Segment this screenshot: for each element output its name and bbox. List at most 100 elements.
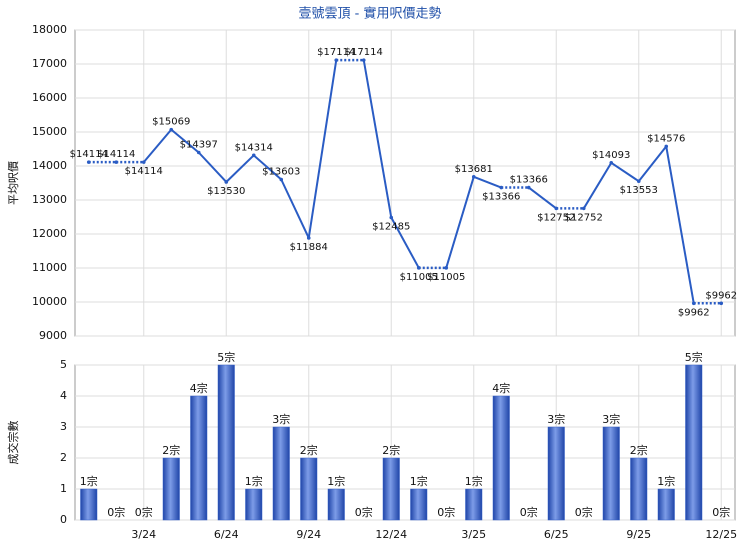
data-label: 0宗 [135,505,153,519]
data-label: 2宗 [162,443,180,457]
x-tick-label: 9/25 [626,528,651,541]
bar [327,488,345,521]
point [416,266,421,270]
line-segment [637,145,668,182]
line-segment [528,186,557,210]
bar [547,426,565,521]
bar [630,457,648,521]
data-label: 0宗 [355,505,373,519]
bar [300,457,318,521]
data-label: $14093 [592,150,630,161]
point [554,206,559,211]
y-tick-label: 18000 [32,23,67,36]
line-segment [280,179,310,239]
x-tick-label: 12/25 [705,528,737,541]
x-tick-label: 6/25 [544,528,569,541]
plot-area [74,29,736,337]
line-segment [582,162,613,209]
data-label: 5宗 [217,350,235,364]
line-segment [473,175,502,189]
data-label: 1宗 [410,474,428,488]
point [361,58,366,62]
line-segment [665,146,695,304]
point [636,179,641,183]
line-segment [142,129,173,163]
data-label: 4宗 [190,381,208,395]
line-segment [253,154,282,181]
y-tick-label: 17000 [32,57,67,70]
y-tick-label: 13000 [32,193,67,206]
y-tick-label: 14000 [32,159,67,172]
y-tick-label: 10000 [32,295,67,308]
point [581,206,586,211]
point [691,301,696,306]
data-label: $12752 [565,212,603,223]
data-label: 1宗 [465,474,483,488]
data-label: 1宗 [245,474,263,488]
point [664,144,669,149]
y-tick-label: 9000 [39,329,67,342]
data-label: $13681 [455,164,493,175]
point [719,301,724,306]
data-label: 0宗 [107,505,125,519]
y-tick-label: 3 [60,420,67,433]
data-label: $14114 [70,149,108,160]
y-tick-label: 5 [60,358,67,371]
point [306,236,311,240]
data-label: $11005 [400,272,438,283]
chart-title: 壹號雲頂 - 實用呎價走勢 [299,6,442,22]
x-tick-label: 12/24 [375,528,407,541]
point [444,266,449,270]
point [499,185,504,190]
data-label: 0宗 [575,505,593,519]
data-label: $11884 [290,242,328,253]
data-label: 3宗 [272,412,290,426]
point [141,160,146,164]
bar [245,488,263,521]
data-label: 4宗 [492,381,510,395]
data-label: $11005 [427,272,465,283]
point [251,153,256,158]
point [224,180,229,184]
data-label: $13366 [482,192,520,203]
y-axis-label: 平均呎價 [6,161,20,205]
data-label: 2宗 [382,443,400,457]
y-axis-label: 成交宗數 [6,421,20,465]
data-label: 0宗 [437,505,455,519]
data-label: $15069 [152,117,190,128]
data-label: 1宗 [80,474,98,488]
data-label: $14576 [647,133,685,144]
point [526,185,531,190]
line-segment [198,151,227,183]
data-label: $17114 [317,47,355,58]
bar [657,488,675,521]
line-segment [225,154,255,183]
data-label: 2宗 [300,443,318,457]
line-segment [445,176,475,269]
bar [382,457,400,521]
x-tick-label: 9/24 [296,528,321,541]
y-tick-label: 1 [60,482,67,495]
data-label: $14114 [125,166,163,177]
bar [465,488,483,521]
data-label: $9962 [678,307,710,318]
point [334,58,339,62]
line-segment [307,59,338,239]
data-label: 3宗 [547,412,565,426]
y-tick-label: 12000 [32,227,67,240]
data-label: $13553 [620,185,658,196]
data-label: 0宗 [520,505,538,519]
line-segment [362,59,393,218]
bar [685,364,703,521]
data-label: $13603 [262,166,300,177]
point [389,215,394,220]
data-label: 5宗 [685,350,703,364]
point [114,160,119,164]
line-segment [610,162,640,183]
data-label: $17114 [345,47,383,58]
x-tick-label: 6/24 [214,528,239,541]
data-label: 1宗 [657,474,675,488]
y-tick-label: 4 [60,389,67,402]
bar [80,488,98,521]
